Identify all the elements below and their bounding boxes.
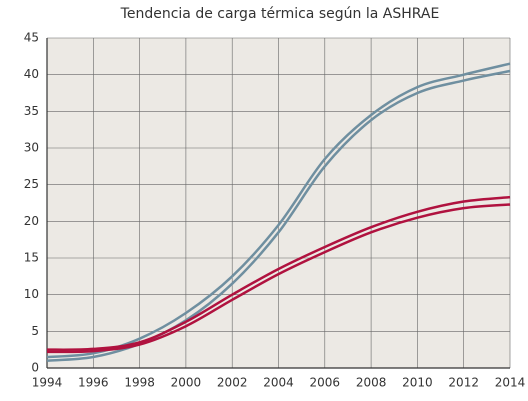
line xyxy=(46,195,511,351)
line xyxy=(46,62,511,359)
x-tick-label: 2010 xyxy=(402,376,433,390)
y-tick-label: 20 xyxy=(24,214,39,228)
y-tick-label: 25 xyxy=(24,177,39,191)
chart-title: Tendencia de carga térmica según la ASHR… xyxy=(120,6,440,22)
x-tick-label: 1994 xyxy=(32,376,63,390)
y-tick-label: 35 xyxy=(24,104,39,118)
y-tick-label: 15 xyxy=(24,251,39,265)
x-tick-label: 2006 xyxy=(310,376,341,390)
x-tick-label: 2012 xyxy=(448,376,479,390)
x-tick-label: 2008 xyxy=(356,376,387,390)
y-tick-label: 30 xyxy=(24,141,39,155)
x-tick-label: 2000 xyxy=(171,376,202,390)
x-tick-label: 2002 xyxy=(217,376,248,390)
x-tick-label: 2004 xyxy=(263,376,294,390)
x-tick-label: 1996 xyxy=(78,376,109,390)
y-tick-label: 40 xyxy=(24,67,39,81)
y-tick-label: 45 xyxy=(24,31,39,45)
x-tick-label: 2014 xyxy=(495,376,526,390)
y-tick-label: 10 xyxy=(24,287,39,301)
x-tick-label: 1998 xyxy=(124,376,155,390)
y-tick-label: 0 xyxy=(31,361,39,375)
y-tick-label: 5 xyxy=(31,324,39,338)
line xyxy=(46,203,511,354)
